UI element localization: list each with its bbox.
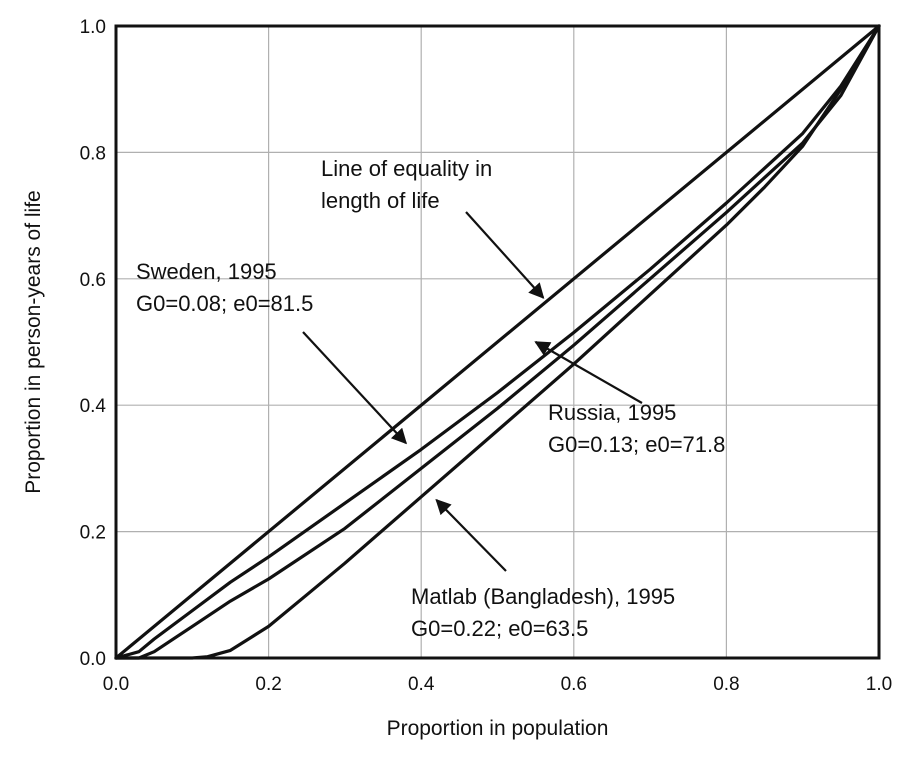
y-axis-label: Proportion in person-years of life [22, 190, 45, 494]
plot-frame [114, 24, 881, 660]
y-tick-label: 0.6 [80, 270, 106, 291]
annotation-text: G0=0.08; e0=81.5 [136, 291, 313, 316]
y-tick-label: 0.4 [80, 396, 107, 417]
annotation-text: G0=0.13; e0=71.8 [548, 432, 725, 457]
annotation-matlab: Matlab (Bangladesh), 1995 G0=0.22; e0=63.… [411, 498, 675, 641]
series-line-line-of-equality-in-length-of-life [114, 24, 881, 660]
annotation-text: Line of equality in [321, 156, 492, 181]
x-tick-label: 0.0 [103, 674, 129, 695]
x-tick-label: 0.4 [408, 674, 435, 695]
annotation-russia: Russia, 1995 G0=0.13; e0=71.8 [534, 341, 725, 457]
y-tick-label: 0.8 [80, 143, 106, 164]
y-tick-label: 0.0 [80, 649, 106, 670]
x-tick-label: 0.2 [255, 674, 281, 695]
annotation-arrow [465, 211, 545, 299]
annotation-arrow [435, 498, 507, 572]
y-tick-label: 1.0 [80, 17, 106, 38]
x-tick-label: 1.0 [866, 674, 892, 695]
tick-labels: 0.0 0.2 0.4 0.6 0.8 1.0 0.0 0.2 0.4 0.6 0.8 1.0 [80, 17, 893, 695]
annotation-text: G0=0.22; e0=63.5 [411, 616, 588, 641]
grid-lines [116, 26, 879, 658]
annotations: Line of equality in length of life Sweden,… [136, 156, 725, 641]
annotation-equality: Line of equality in length of life [321, 156, 545, 299]
x-tick-label: 0.8 [713, 674, 739, 695]
x-axis-label: Proportion in population [387, 717, 609, 740]
x-tick-label: 0.6 [561, 674, 587, 695]
annotation-text: Sweden, 1995 [136, 259, 277, 284]
series-line-russia-1995 [114, 24, 881, 660]
series-line-sweden-1995 [114, 24, 881, 660]
annotation-text: Matlab (Bangladesh), 1995 [411, 584, 675, 609]
annotation-arrow [534, 341, 643, 404]
annotation-text: Russia, 1995 [548, 400, 676, 425]
annotation-arrow [302, 331, 407, 445]
annotation-text: length of life [321, 188, 440, 213]
y-tick-label: 0.2 [80, 523, 106, 544]
annotation-sweden: Sweden, 1995 G0=0.08; e0=81.5 [136, 259, 407, 445]
